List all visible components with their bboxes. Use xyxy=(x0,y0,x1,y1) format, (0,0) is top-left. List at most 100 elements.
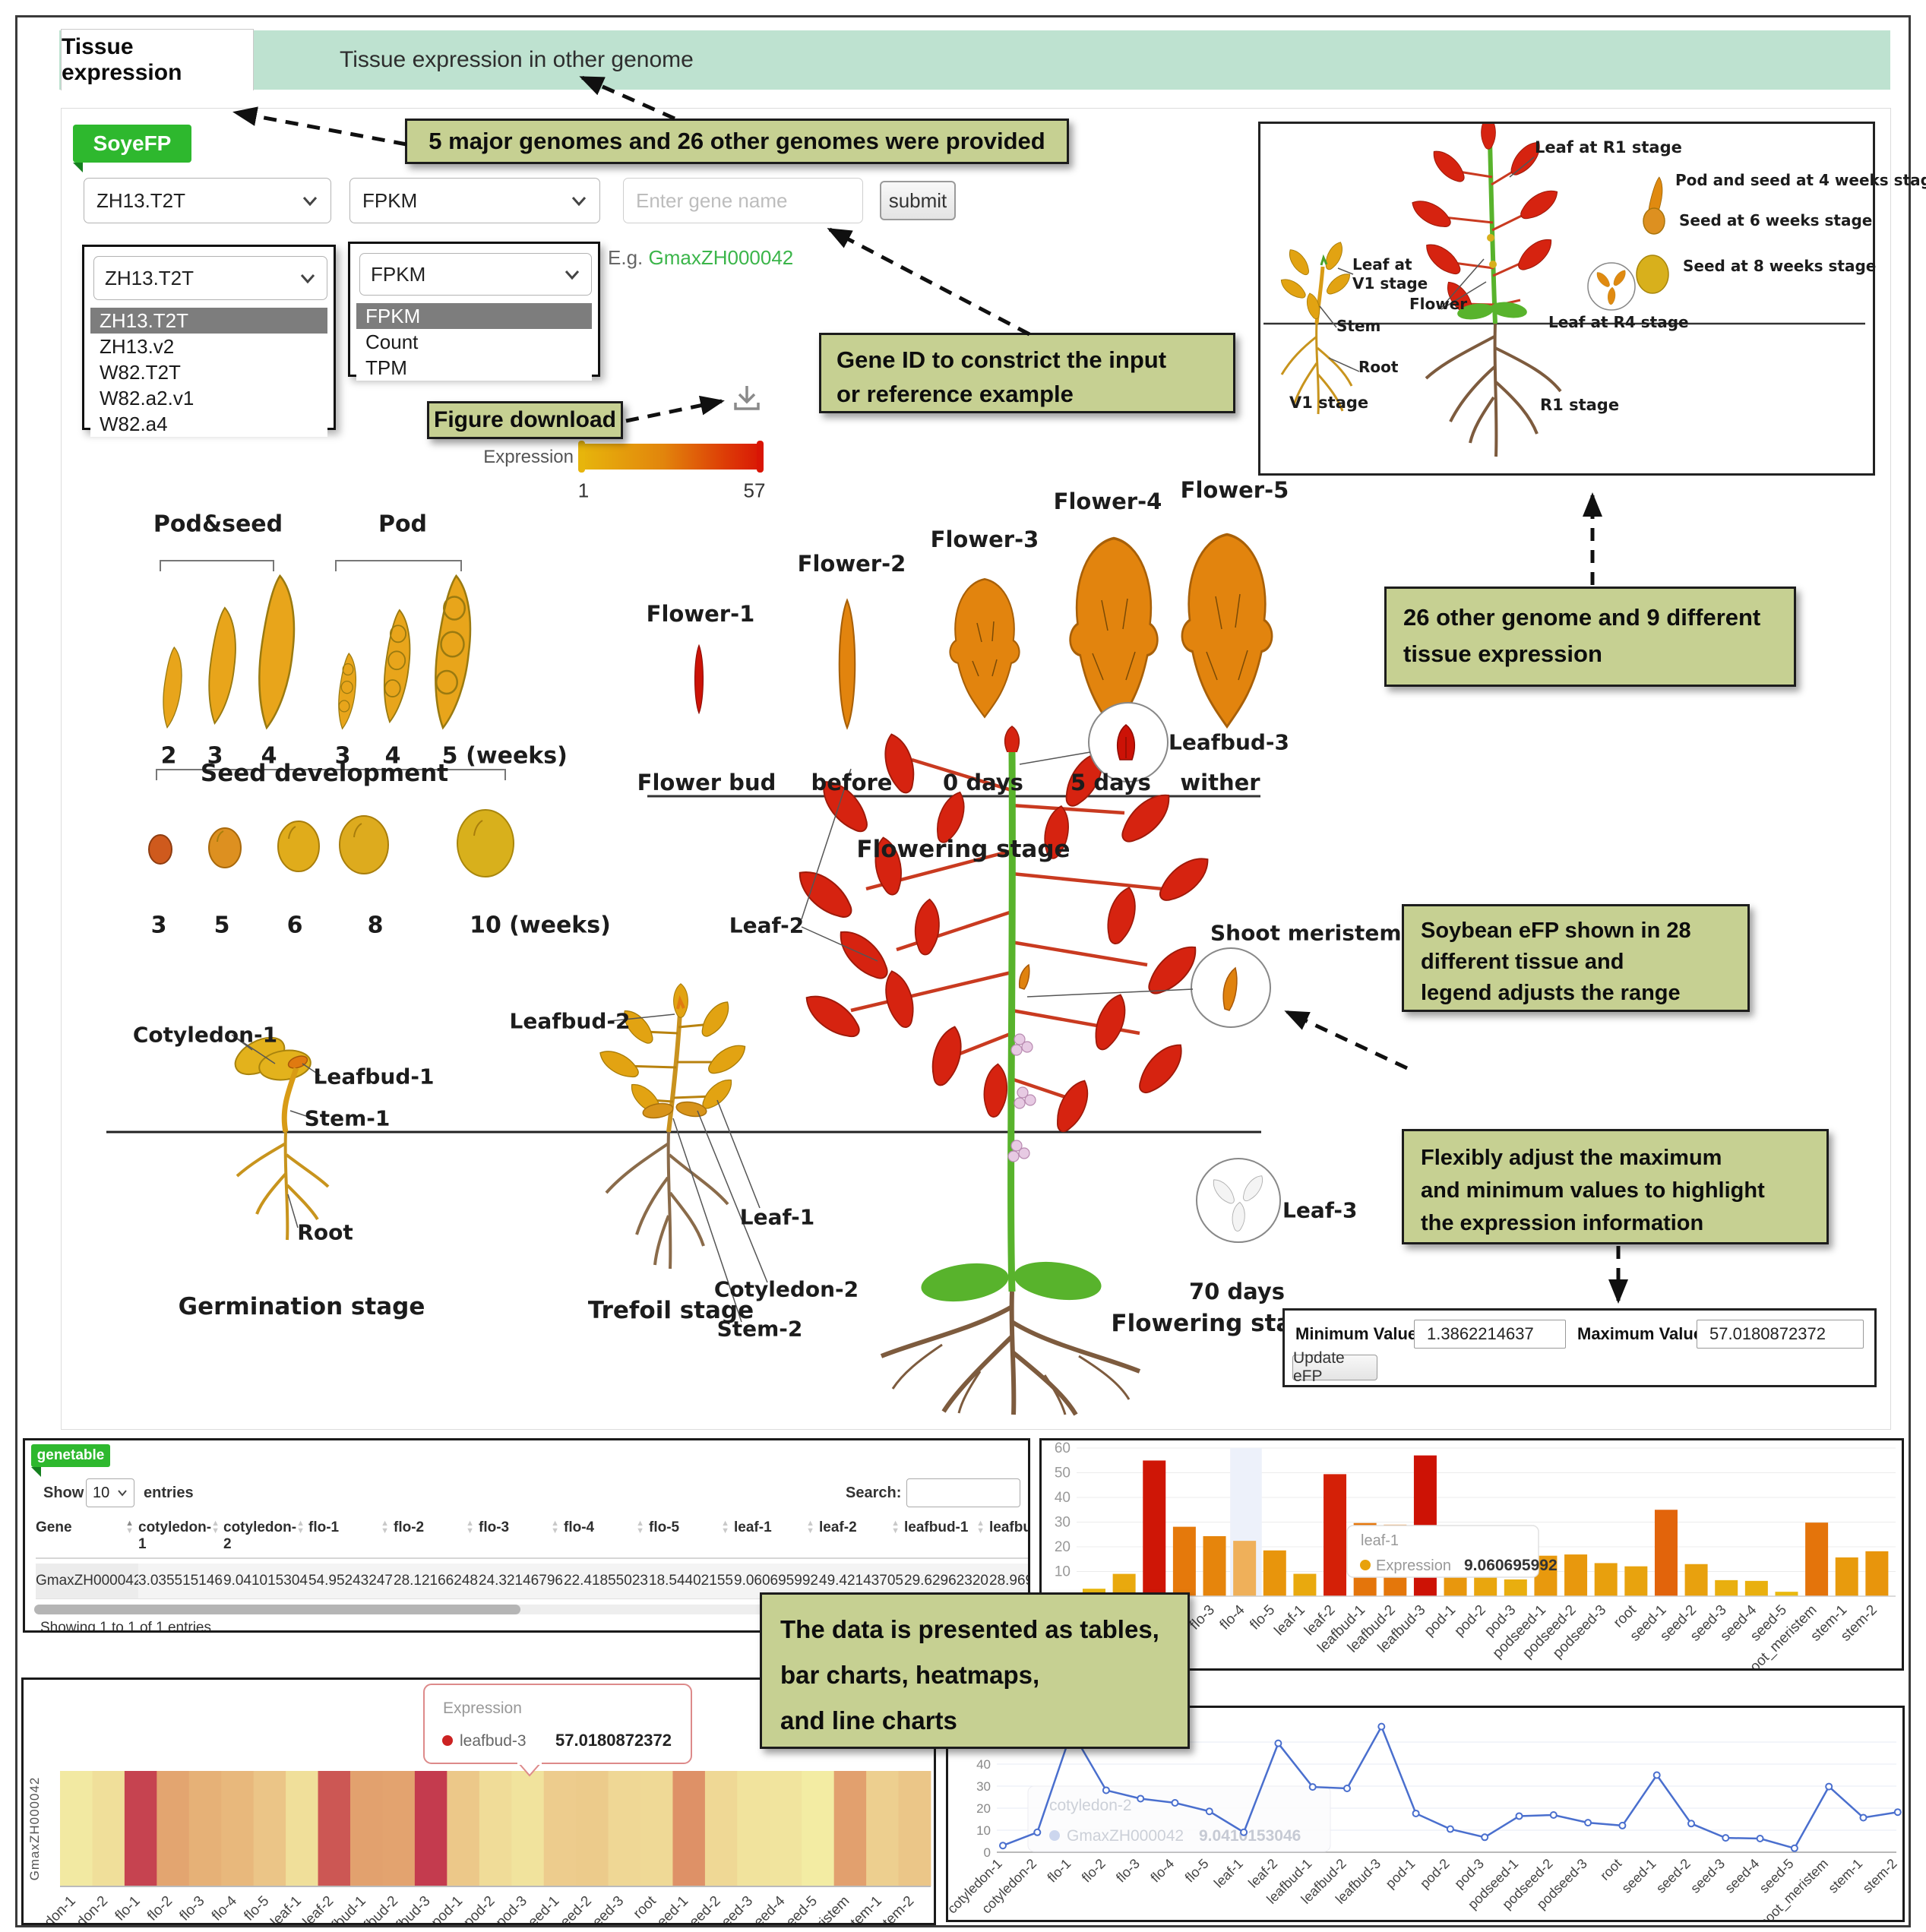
legend-min-handle[interactable] xyxy=(578,441,585,473)
table-header-cell[interactable]: cotyledon-2 ▲ ▼ xyxy=(223,1519,308,1553)
heat-cell-flo-5[interactable] xyxy=(253,1771,286,1886)
heat-cell-cotyledon-2[interactable] xyxy=(92,1771,125,1886)
heat-cell-flo-2[interactable] xyxy=(157,1771,190,1886)
bar-leaf-1[interactable] xyxy=(1293,1573,1317,1596)
sort-icon[interactable]: ▲ ▼ xyxy=(806,1519,814,1535)
genome-option[interactable]: ZH13.T2T xyxy=(90,308,327,334)
page-size-select[interactable]: 10 xyxy=(86,1478,134,1507)
heat-cell-leafbud-3[interactable] xyxy=(414,1771,448,1886)
bar-seed-4[interactable] xyxy=(1744,1580,1768,1596)
sort-icon[interactable]: ▲ ▼ xyxy=(296,1519,305,1535)
heat-cell-leaf-2[interactable] xyxy=(318,1771,351,1886)
unit-option[interactable]: Count xyxy=(356,329,592,355)
sort-icon[interactable]: ▲ ▼ xyxy=(125,1519,134,1535)
heat-cell-leafbud-2[interactable] xyxy=(382,1771,416,1886)
point-seed-1[interactable] xyxy=(1652,1771,1661,1779)
heat-cell-seed-2[interactable] xyxy=(704,1771,738,1886)
genome-option[interactable]: W82.a4 xyxy=(90,411,327,437)
heat-cell-root[interactable] xyxy=(640,1771,673,1886)
unit-select[interactable]: FPKM xyxy=(349,178,600,223)
bar-leaf-2[interactable] xyxy=(1324,1474,1347,1596)
bar-flo-5[interactable] xyxy=(1263,1550,1286,1596)
heat-cell-stem-2[interactable] xyxy=(898,1771,931,1886)
point-flo-4[interactable] xyxy=(1171,1798,1179,1807)
sort-icon[interactable]: ▲ ▼ xyxy=(381,1519,389,1535)
heat-cell-seed-1[interactable] xyxy=(672,1771,706,1886)
legend-max-handle[interactable] xyxy=(757,441,764,473)
table-header-cell[interactable]: flo-1 ▲ ▼ xyxy=(308,1519,394,1553)
point-flo-2[interactable] xyxy=(1102,1786,1110,1794)
sort-icon[interactable]: ▲ ▼ xyxy=(976,1519,985,1535)
table-header-cell[interactable]: leafbud-2▲▼ xyxy=(989,1519,1028,1553)
heat-cell-shoot_meristem[interactable] xyxy=(833,1771,867,1886)
heat-cell-podseed-2[interactable] xyxy=(576,1771,609,1886)
point-podseed-3[interactable] xyxy=(1584,1819,1592,1827)
heat-cell-flo-4[interactable] xyxy=(221,1771,255,1886)
heat-cell-podseed-1[interactable] xyxy=(543,1771,577,1886)
table-header-cell[interactable]: flo-4 ▲ ▼ xyxy=(564,1519,649,1553)
bar-stem-2[interactable] xyxy=(1865,1551,1889,1596)
bar-root[interactable] xyxy=(1624,1566,1648,1596)
unit-option[interactable]: FPKM xyxy=(356,303,592,329)
table-header-cell[interactable]: leafbud-1 ▲ ▼ xyxy=(904,1519,989,1553)
genome-select[interactable]: ZH13.T2T xyxy=(84,178,331,223)
heat-cell-pod-1[interactable] xyxy=(447,1771,480,1886)
point-seed-3[interactable] xyxy=(1722,1834,1730,1842)
table-header-cell[interactable]: leaf-2 ▲ ▼ xyxy=(819,1519,904,1553)
point-leaf-1[interactable] xyxy=(1240,1828,1248,1836)
unit-option[interactable]: TPM xyxy=(356,355,592,381)
sort-icon[interactable]: ▲ ▼ xyxy=(466,1519,474,1535)
heat-cell-seed-5[interactable] xyxy=(802,1771,835,1886)
sort-icon[interactable]: ▲ ▼ xyxy=(211,1519,220,1535)
point-seed-4[interactable] xyxy=(1756,1835,1764,1843)
max-value-input[interactable] xyxy=(1697,1320,1864,1349)
genome-dropdown-select[interactable]: ZH13.T2T xyxy=(93,256,327,300)
expression-legend-gradient[interactable] xyxy=(581,444,764,470)
point-root[interactable] xyxy=(1618,1821,1627,1829)
example-gene-link[interactable]: GmaxZH000042 xyxy=(648,246,794,269)
heat-cell-pod-3[interactable] xyxy=(511,1771,545,1886)
heat-cell-flo-3[interactable] xyxy=(188,1771,222,1886)
point-cotyledon-1[interactable] xyxy=(999,1842,1007,1850)
point-flo-5[interactable] xyxy=(1205,1807,1213,1816)
search-input[interactable] xyxy=(906,1478,1020,1507)
heat-cell-cotyledon-1[interactable] xyxy=(60,1771,93,1886)
update-efp-button[interactable]: Update eFP xyxy=(1292,1349,1377,1385)
point-leafbud-2[interactable] xyxy=(1343,1784,1351,1792)
table-header-cell[interactable]: leaf-1 ▲ ▼ xyxy=(734,1519,819,1553)
sort-icon[interactable]: ▲ ▼ xyxy=(891,1519,900,1535)
bar-shoot_meristem[interactable] xyxy=(1805,1523,1829,1596)
heat-cell-seed-4[interactable] xyxy=(769,1771,802,1886)
bar-flo-3[interactable] xyxy=(1203,1535,1226,1596)
point-stem-2[interactable] xyxy=(1893,1808,1902,1817)
bar-seed-5[interactable] xyxy=(1775,1592,1798,1596)
tab-tissue-expression-other-genome[interactable]: Tissue expression in other genome xyxy=(340,30,694,90)
submit-button[interactable]: submit xyxy=(880,181,956,220)
bar-seed-3[interactable] xyxy=(1715,1579,1738,1596)
sort-icon[interactable]: ▲ ▼ xyxy=(551,1519,559,1535)
table-row[interactable]: GmaxZH000042 3.0355151466 9.0410153046 54.9… xyxy=(36,1564,1028,1599)
heat-cell-leafbud-1[interactable] xyxy=(350,1771,383,1886)
genome-option[interactable]: W82.a2.v1 xyxy=(90,385,327,411)
table-header-cell[interactable]: flo-5 ▲ ▼ xyxy=(649,1519,734,1553)
point-podseed-1[interactable] xyxy=(1515,1812,1523,1820)
point-leaf-2[interactable] xyxy=(1274,1739,1282,1747)
figure-download-icon[interactable] xyxy=(729,381,764,416)
table-header-cell[interactable]: Gene ▲ ▼ xyxy=(36,1519,138,1553)
table-header-cell[interactable]: cotyledon-1 ▲ ▼ xyxy=(138,1519,223,1553)
point-flo-3[interactable] xyxy=(1137,1794,1145,1803)
unit-dropdown-select[interactable]: FPKM xyxy=(359,253,592,296)
sort-icon[interactable]: ▲ ▼ xyxy=(721,1519,729,1535)
bar-flo-1[interactable] xyxy=(1143,1460,1166,1596)
bar-stem-1[interactable] xyxy=(1835,1557,1858,1596)
table-header-cell[interactable]: flo-2 ▲ ▼ xyxy=(394,1519,479,1553)
point-seed-2[interactable] xyxy=(1687,1820,1695,1828)
bar-flo-4[interactable] xyxy=(1233,1541,1257,1596)
heat-cell-pod-2[interactable] xyxy=(479,1771,512,1886)
genome-option[interactable]: ZH13.v2 xyxy=(90,334,327,359)
bar-seed-1[interactable] xyxy=(1654,1510,1678,1596)
gene-name-input[interactable] xyxy=(623,178,863,223)
point-cotyledon-2[interactable] xyxy=(1033,1828,1042,1836)
point-pod-3[interactable] xyxy=(1481,1833,1489,1842)
heat-cell-seed-3[interactable] xyxy=(737,1771,770,1886)
